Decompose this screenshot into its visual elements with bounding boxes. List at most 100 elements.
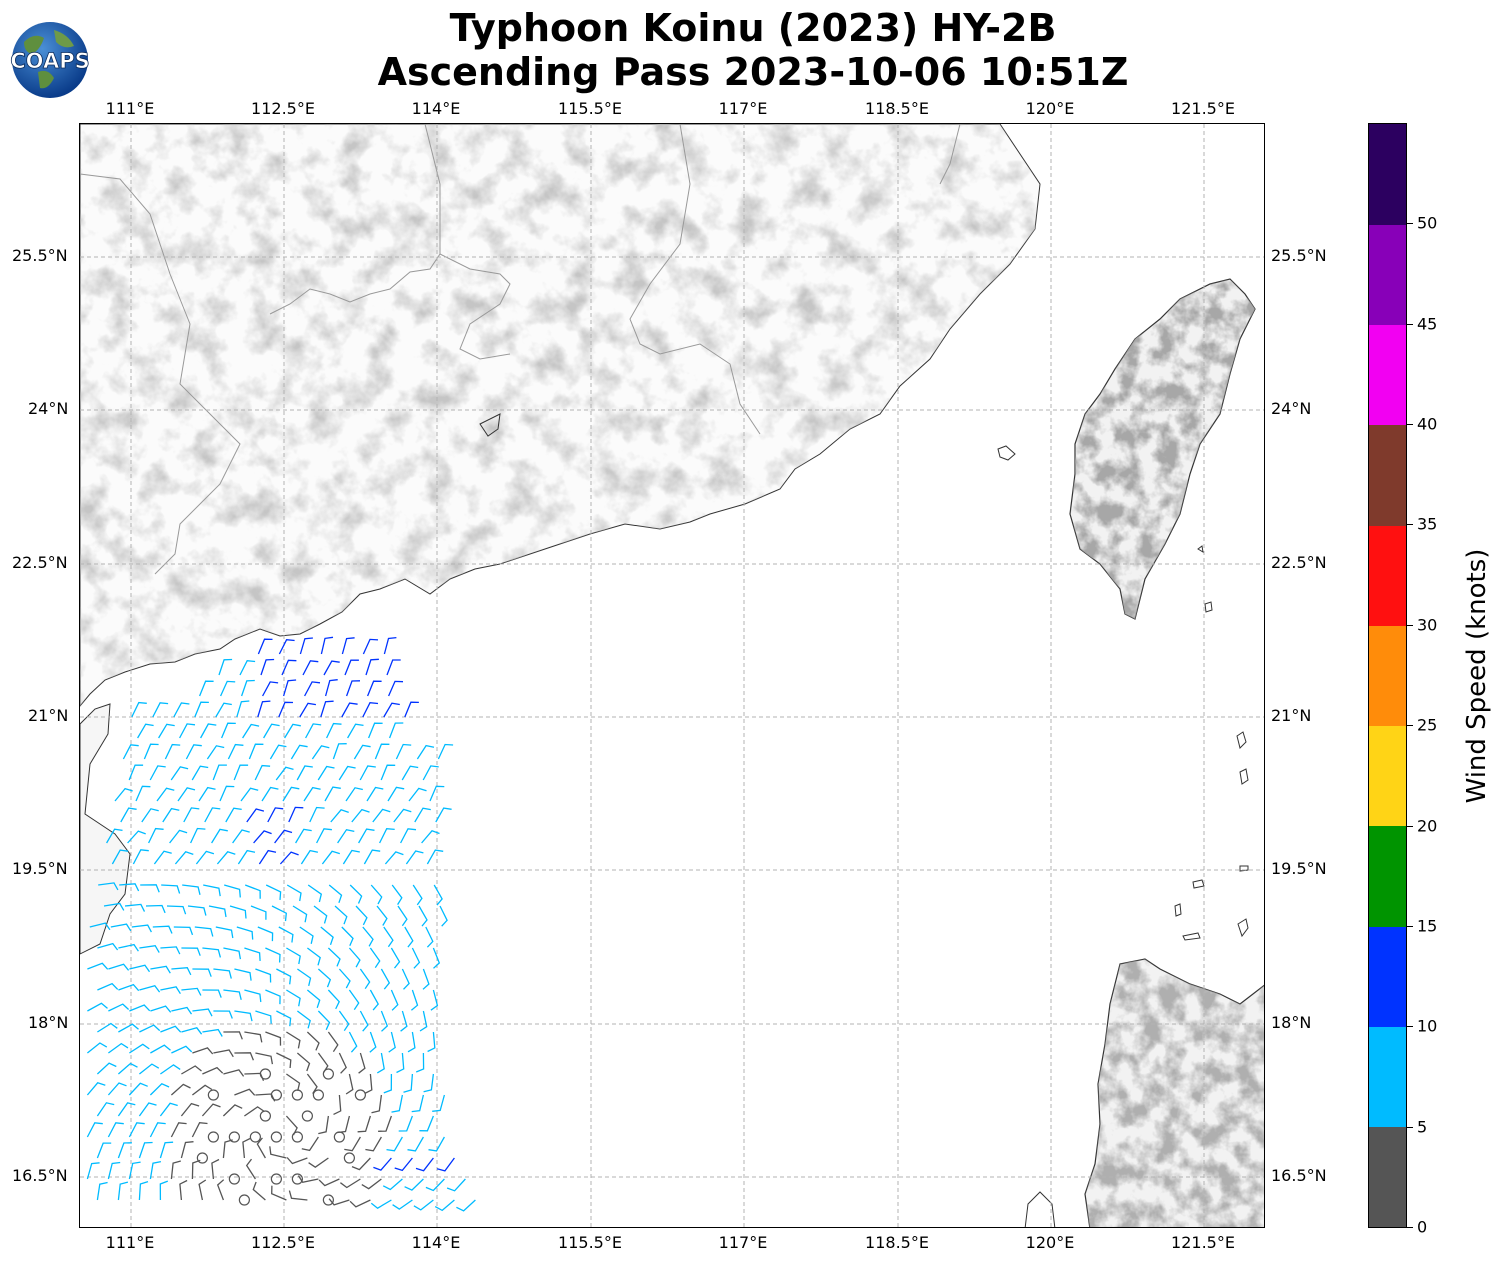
wind-barb: [344, 1136, 361, 1152]
wind-barb: [149, 1122, 166, 1138]
wind-barb: [202, 1066, 224, 1075]
wind-barb: [150, 1044, 171, 1054]
wind-barb: [96, 1181, 108, 1201]
wind-barb: [107, 1161, 121, 1180]
wind-barb: [337, 1115, 351, 1134]
small-islands: [479, 413, 1249, 941]
calm-wind-marker: [291, 1089, 303, 1101]
wind-barb: [296, 765, 313, 781]
wind-barb: [411, 947, 421, 969]
wind-barb: [353, 744, 371, 760]
lon-label: 120°E: [1025, 1233, 1075, 1252]
wind-barb: [405, 850, 424, 865]
wind-barb: [97, 1022, 118, 1033]
lat-label: 25.5°N: [12, 246, 68, 265]
map-panel: [79, 123, 1265, 1228]
wind-barb: [317, 968, 332, 988]
wind-barb: [348, 947, 361, 968]
wind-barb: [278, 639, 295, 655]
wind-barb: [242, 1137, 251, 1159]
wind-barb: [181, 1065, 202, 1075]
lat-label: 24°N: [28, 399, 69, 418]
wind-barb: [244, 989, 262, 1003]
wind-barb: [374, 743, 390, 760]
wind-barb: [286, 1031, 301, 1049]
calm-wind-marker: [301, 1110, 313, 1122]
wind-barb: [260, 658, 275, 676]
wind-barb: [422, 765, 439, 781]
wind-barb: [383, 636, 397, 655]
wind-barb: [203, 884, 221, 897]
calm-wind-marker: [354, 1089, 366, 1101]
wind-barb: [262, 681, 279, 697]
wind-barb: [321, 850, 340, 865]
wind-barb: [96, 1062, 117, 1075]
colorbar-tick: [1407, 925, 1413, 927]
wind-barb: [430, 989, 439, 1011]
wind-barb: [143, 743, 159, 760]
wind-barb: [108, 1003, 130, 1012]
wind-barb: [341, 702, 358, 718]
wind-barb: [271, 905, 287, 922]
wind-barb: [323, 660, 340, 676]
wind-barb: [171, 1006, 193, 1015]
wind-barb: [216, 851, 236, 865]
colorbar-segment: [1369, 926, 1406, 1027]
wind-barb: [456, 1199, 476, 1212]
wind-barb: [338, 765, 356, 781]
wind-barb: [419, 1010, 428, 1032]
wind-barb: [427, 1031, 436, 1053]
calm-wind-marker: [291, 1173, 303, 1185]
wind-barb: [258, 849, 277, 865]
wind-barb: [111, 849, 129, 865]
wind-barb: [366, 680, 382, 697]
colorbar-tick-label: 25: [1417, 715, 1438, 735]
wind-barb: [256, 1137, 266, 1159]
lat-label: 25.5°N: [1271, 246, 1327, 265]
calm-wind-marker: [228, 1173, 240, 1185]
wind-barb: [86, 1082, 106, 1096]
wind-barb: [297, 1010, 311, 1029]
wind-barb: [341, 926, 354, 946]
wind-barb: [213, 1010, 233, 1019]
wind-barb: [383, 1073, 393, 1094]
wind-barb: [208, 905, 227, 918]
calm-wind-marker: [312, 1089, 324, 1101]
wind-barb: [337, 828, 355, 844]
wind-barb: [320, 926, 334, 946]
wind-barb: [332, 743, 347, 760]
wind-barb: [265, 1031, 282, 1046]
wind-barb: [303, 786, 321, 802]
wind-barb: [296, 1052, 311, 1072]
wind-barb: [156, 787, 175, 802]
wind-barb: [150, 1005, 172, 1013]
colorbar-tick-label: 5: [1417, 1117, 1428, 1137]
wind-barb: [333, 1094, 342, 1115]
wind-barb: [361, 1178, 382, 1190]
wind-barb: [201, 1103, 221, 1117]
wind-barb: [286, 989, 301, 1007]
wind-barb: [369, 1031, 377, 1053]
wind-barb: [211, 1158, 220, 1180]
colorbar-title: Wind Speed (knots): [1462, 548, 1492, 804]
wind-barb: [412, 884, 423, 906]
wind-barb: [306, 1031, 320, 1051]
wind-barb: [351, 808, 370, 823]
wind-barb: [373, 1157, 392, 1171]
wind-barb: [265, 989, 281, 1005]
wind-barb: [387, 786, 405, 802]
wind-barb: [170, 766, 189, 781]
colorbar-tick: [1407, 725, 1413, 727]
lon-label: 112.5°E: [251, 1233, 315, 1252]
calm-wind-marker: [228, 1131, 240, 1143]
wind-barb: [98, 882, 119, 891]
wind-barb: [244, 884, 261, 899]
wind-barb: [132, 849, 149, 865]
colorbar-tick-label: 50: [1417, 213, 1438, 233]
wind-barb: [87, 962, 109, 970]
colorbar-tick-label: 35: [1417, 514, 1438, 534]
wind-barb: [174, 851, 194, 865]
wind-barb: [86, 1042, 108, 1054]
colorbar-tick-label: 30: [1417, 615, 1438, 635]
wind-barb: [371, 1094, 383, 1114]
